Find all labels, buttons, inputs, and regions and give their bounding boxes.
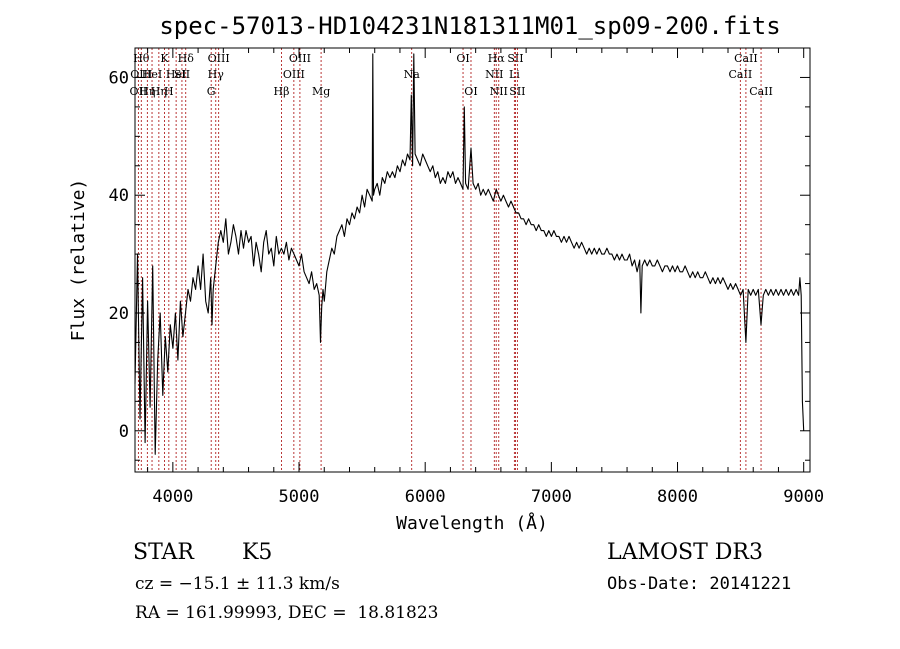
line-label-1-0: Hθ xyxy=(133,52,150,65)
line-label-8-0: SII xyxy=(174,68,190,81)
object-subclass: K5 xyxy=(242,540,273,565)
survey-name: LAMOST DR3 xyxy=(607,540,763,565)
observation-date: Obs-Date: 20141221 xyxy=(607,574,792,594)
spectrum-series xyxy=(134,53,805,455)
line-label-3-0: HeI xyxy=(142,68,162,81)
y-axis: 0 20 40 60 xyxy=(109,47,810,461)
emission-line-markers: OIIHθOIIIHηHeIHηKHHeISIIHδGHγOIIIHβOIIIO… xyxy=(130,48,773,472)
y-tick-label-2: 40 xyxy=(109,186,129,206)
line-label-14-0: OIII xyxy=(283,68,305,81)
line-label-7-0: HeI xyxy=(166,68,186,81)
line-label-17-0: Na xyxy=(404,68,421,81)
line-label-21-0: Hα xyxy=(488,52,506,65)
spectrum-line-0 xyxy=(134,53,805,455)
line-label-5-0: K xyxy=(160,52,169,65)
plot-frame xyxy=(134,47,811,473)
y-tick-label-3: 60 xyxy=(109,68,129,88)
redshift-velocity: cz = −15.1 ± 11.3 km/s xyxy=(135,574,340,594)
line-label-11-0: Hγ xyxy=(208,68,225,81)
line-label-0-0: OII xyxy=(130,85,148,98)
x-tick-label-1: 5000 xyxy=(279,487,320,507)
line-label-20-0: NII xyxy=(485,68,503,81)
line-label-6-0: H xyxy=(164,85,174,98)
x-tick-label-3: 7000 xyxy=(531,487,572,507)
x-axis: 4000 5000 6000 7000 8000 9000 xyxy=(147,48,824,507)
x-tick-label-0: 4000 xyxy=(152,487,193,507)
line-label-9-0: Hδ xyxy=(178,52,195,65)
line-label-16-0: Mg xyxy=(312,85,330,98)
y-tick-label-1: 20 xyxy=(109,304,129,324)
line-label-4-0: Hη xyxy=(151,85,167,98)
line-label-13-0: Hβ xyxy=(274,85,290,98)
y-axis-label: Flux (relative) xyxy=(68,179,89,342)
x-axis-label: Wavelength (Å) xyxy=(396,512,548,534)
line-label-28-0: CaII xyxy=(749,85,773,98)
line-label-23-0: Li xyxy=(509,68,520,81)
line-label-15-0: OIII xyxy=(289,52,311,65)
line-label-18-0: OI xyxy=(456,52,469,65)
x-tick-label-4: 8000 xyxy=(657,487,698,507)
line-label-19-0: OI xyxy=(464,85,477,98)
line-label-27-0: CaII xyxy=(734,52,758,65)
x-tick-label-2: 6000 xyxy=(405,487,446,507)
chart-title: spec-57013-HD104231N181311M01_sp09-200.f… xyxy=(159,12,780,40)
y-tick-label-0: 0 xyxy=(119,422,129,442)
line-label-12-0: OIII xyxy=(208,52,230,65)
object-class: STAR xyxy=(133,540,194,565)
line-label-10-0: G xyxy=(207,85,216,98)
line-label-22-0: NII xyxy=(490,85,508,98)
line-label-24-0: SII xyxy=(507,52,523,65)
line-label-26-0: CaII xyxy=(729,68,753,81)
coordinates: RA = 161.99993, DEC = 18.81823 xyxy=(135,603,439,623)
x-tick-label-5: 9000 xyxy=(783,487,824,507)
line-label-2-0: Hη xyxy=(139,85,155,98)
line-label-25-0: SII xyxy=(509,85,525,98)
